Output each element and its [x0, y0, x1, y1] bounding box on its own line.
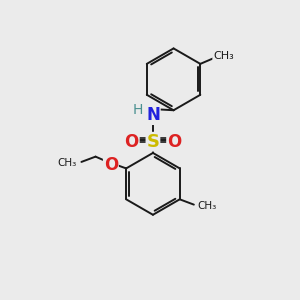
- Text: O: O: [124, 133, 139, 151]
- Text: S: S: [146, 133, 159, 151]
- Text: CH₃: CH₃: [58, 158, 77, 168]
- Text: O: O: [104, 156, 118, 174]
- Text: CH₃: CH₃: [197, 201, 217, 211]
- Text: H: H: [133, 103, 143, 117]
- Text: O: O: [167, 133, 181, 151]
- Text: N: N: [146, 106, 160, 124]
- Text: CH₃: CH₃: [213, 51, 234, 61]
